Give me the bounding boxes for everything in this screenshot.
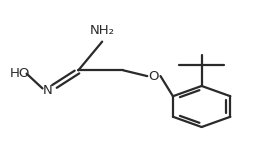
Text: HO: HO	[9, 67, 30, 80]
Text: NH₂: NH₂	[90, 24, 115, 37]
Text: O: O	[149, 70, 159, 83]
Text: N: N	[43, 84, 53, 97]
